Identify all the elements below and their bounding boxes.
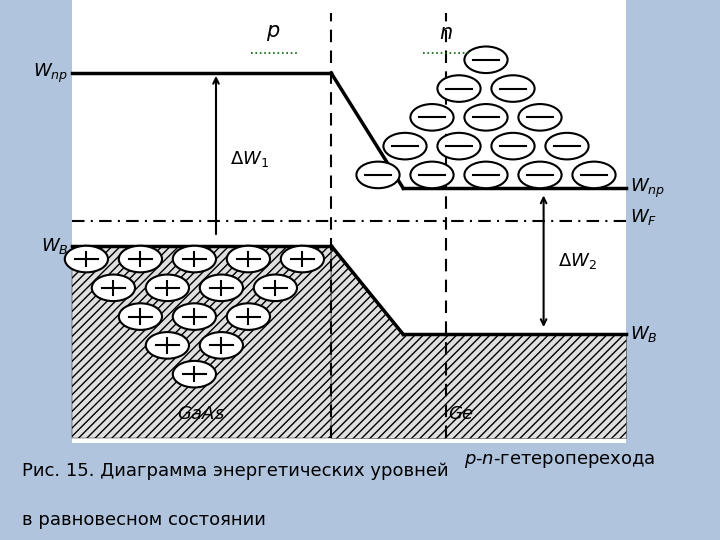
Text: $n$: $n$ bbox=[439, 24, 454, 43]
Circle shape bbox=[281, 246, 324, 272]
Text: $W_B$: $W_B$ bbox=[41, 236, 68, 256]
Text: $Ge$: $Ge$ bbox=[448, 405, 474, 423]
Circle shape bbox=[518, 104, 562, 131]
Bar bbox=[626, 0, 720, 443]
Polygon shape bbox=[72, 246, 331, 438]
Text: $\Delta W_1$: $\Delta W_1$ bbox=[230, 150, 269, 170]
Text: $W_B$: $W_B$ bbox=[630, 325, 657, 345]
Circle shape bbox=[572, 161, 616, 188]
Circle shape bbox=[491, 75, 534, 102]
Circle shape bbox=[173, 361, 216, 388]
Circle shape bbox=[464, 46, 508, 73]
Circle shape bbox=[464, 104, 508, 131]
Circle shape bbox=[119, 303, 162, 330]
Text: в равновесном состоянии: в равновесном состоянии bbox=[22, 511, 266, 529]
Text: $p$: $p$ bbox=[266, 23, 281, 43]
Circle shape bbox=[546, 133, 589, 159]
Text: $\Delta W_2$: $\Delta W_2$ bbox=[558, 251, 597, 271]
Polygon shape bbox=[331, 246, 626, 438]
Circle shape bbox=[437, 133, 481, 159]
Text: $p$-$n$-гетероперехода: $p$-$n$-гетероперехода bbox=[464, 452, 655, 470]
Circle shape bbox=[119, 246, 162, 272]
Circle shape bbox=[438, 75, 481, 102]
Circle shape bbox=[518, 161, 562, 188]
Circle shape bbox=[173, 246, 216, 272]
Bar bbox=[0, 0, 72, 443]
Circle shape bbox=[464, 161, 508, 188]
Circle shape bbox=[227, 246, 270, 272]
Circle shape bbox=[491, 133, 534, 159]
Circle shape bbox=[356, 161, 400, 188]
Text: Рис. 15. Диаграмма энергетических уровней: Рис. 15. Диаграмма энергетических уровне… bbox=[22, 462, 454, 480]
Circle shape bbox=[410, 104, 454, 131]
Circle shape bbox=[146, 274, 189, 301]
Circle shape bbox=[92, 274, 135, 301]
Circle shape bbox=[253, 274, 297, 301]
Circle shape bbox=[200, 274, 243, 301]
Text: $W_F$: $W_F$ bbox=[630, 207, 657, 227]
Circle shape bbox=[410, 161, 454, 188]
Text: $GaAs$: $GaAs$ bbox=[177, 405, 226, 423]
Circle shape bbox=[383, 133, 426, 159]
Text: $W_{np}$: $W_{np}$ bbox=[630, 177, 665, 200]
Bar bbox=[72, 0, 626, 443]
Circle shape bbox=[200, 332, 243, 359]
Circle shape bbox=[145, 332, 189, 359]
Circle shape bbox=[173, 303, 216, 330]
Circle shape bbox=[65, 246, 108, 272]
Circle shape bbox=[227, 303, 270, 330]
Text: $W_{np}$: $W_{np}$ bbox=[33, 62, 68, 85]
